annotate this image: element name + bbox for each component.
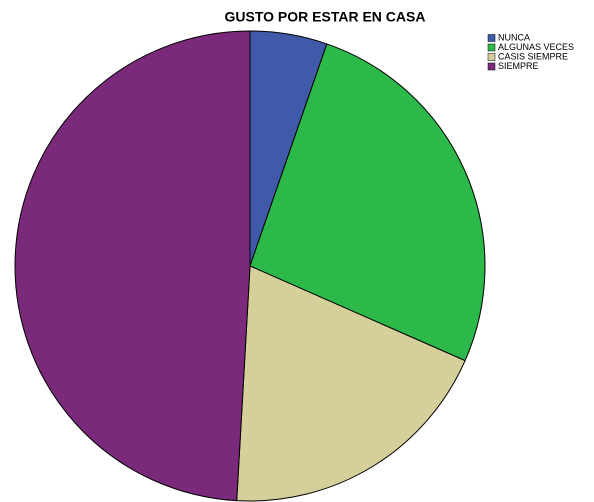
legend-swatch (487, 34, 496, 42)
legend-swatch (487, 43, 496, 52)
pie-slice (249, 43, 486, 362)
legend-swatch (487, 53, 496, 61)
pie-slice (14, 30, 251, 502)
chart-title: GUSTO POR ESTAR EN CASA (225, 9, 426, 25)
legend-label: CASIS SIEMPRE (498, 51, 568, 61)
pie-slice (236, 265, 466, 502)
legend-swatch (487, 62, 496, 71)
legend-label: NUNCA (498, 32, 530, 42)
legend-label: ALGUNAS VECES (498, 42, 574, 52)
legend-label: SIEMPRE (498, 61, 539, 71)
